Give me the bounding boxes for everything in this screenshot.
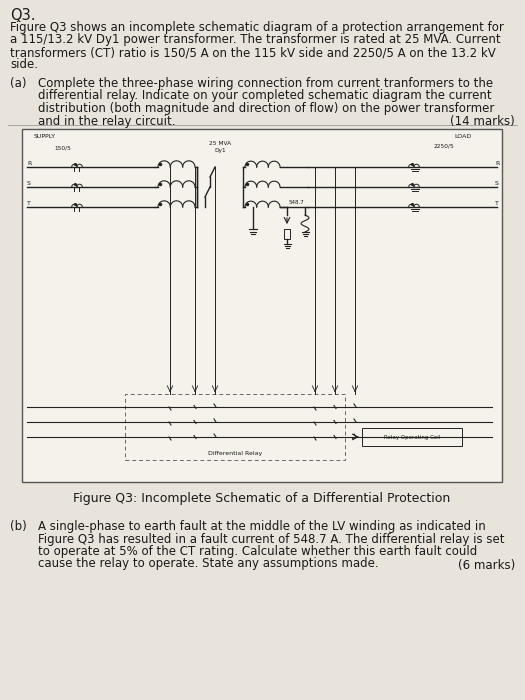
Text: cause the relay to operate. State any assumptions made.: cause the relay to operate. State any as… [38, 557, 379, 570]
Bar [362, 428, 462, 446]
Text: a 115/13.2 kV Dy1 power transformer. The transformer is rated at 25 MVA. Current: a 115/13.2 kV Dy1 power transformer. The… [10, 34, 501, 46]
Text: Relay Operating Coil: Relay Operating Coil [384, 435, 440, 440]
Text: to operate at 5% of the CT rating. Calculate whether this earth fault could: to operate at 5% of the CT rating. Calcu… [38, 545, 477, 558]
Text: S: S [495, 181, 499, 186]
Text: (14 marks): (14 marks) [450, 116, 515, 129]
Text: Differential Relay: Differential Relay [208, 451, 262, 456]
Text: side.: side. [10, 59, 38, 71]
Text: T: T [27, 201, 31, 206]
Text: 150/5: 150/5 [54, 145, 71, 150]
Text: R: R [27, 161, 32, 166]
Text: Figure Q3 shows an incomplete schematic diagram of a protection arrangement for: Figure Q3 shows an incomplete schematic … [10, 21, 504, 34]
Text: (b): (b) [10, 520, 27, 533]
Text: Figure Q3 has resulted in a fault current of 548.7 A. The differential relay is : Figure Q3 has resulted in a fault curren… [38, 533, 505, 545]
Text: differential relay. Indicate on your completed schematic diagram the current: differential relay. Indicate on your com… [38, 90, 491, 102]
Text: distribution (both magnitude and direction of flow) on the power transformer: distribution (both magnitude and directi… [38, 102, 495, 115]
Text: transformers (CT) ratio is 150/5 A on the 115 kV side and 2250/5 A on the 13.2 k: transformers (CT) ratio is 150/5 A on th… [10, 46, 496, 59]
Text: SUPPLY: SUPPLY [34, 134, 56, 139]
Text: 2250/5: 2250/5 [434, 143, 455, 148]
Bar [22, 129, 502, 482]
Text: Q3.: Q3. [10, 8, 36, 23]
Text: R: R [495, 161, 499, 166]
Bar [284, 229, 290, 239]
Text: (6 marks): (6 marks) [458, 559, 515, 571]
Text: Dy1: Dy1 [214, 148, 226, 153]
Text: T: T [495, 201, 499, 206]
Text: 25 MVA: 25 MVA [209, 141, 231, 146]
Text: Figure Q3: Incomplete Schematic of a Differential Protection: Figure Q3: Incomplete Schematic of a Dif… [74, 492, 450, 505]
Text: A single-phase to earth fault at the middle of the LV winding as indicated in: A single-phase to earth fault at the mid… [38, 520, 486, 533]
Text: (a): (a) [10, 77, 26, 90]
Text: S: S [27, 181, 31, 186]
Text: LOAD: LOAD [454, 134, 471, 139]
Text: 548.7: 548.7 [289, 200, 304, 205]
Text: and in the relay circuit.: and in the relay circuit. [38, 115, 175, 127]
Bar [125, 394, 345, 460]
Text: Complete the three-phase wiring connection from current tranformers to the: Complete the three-phase wiring connecti… [38, 77, 493, 90]
